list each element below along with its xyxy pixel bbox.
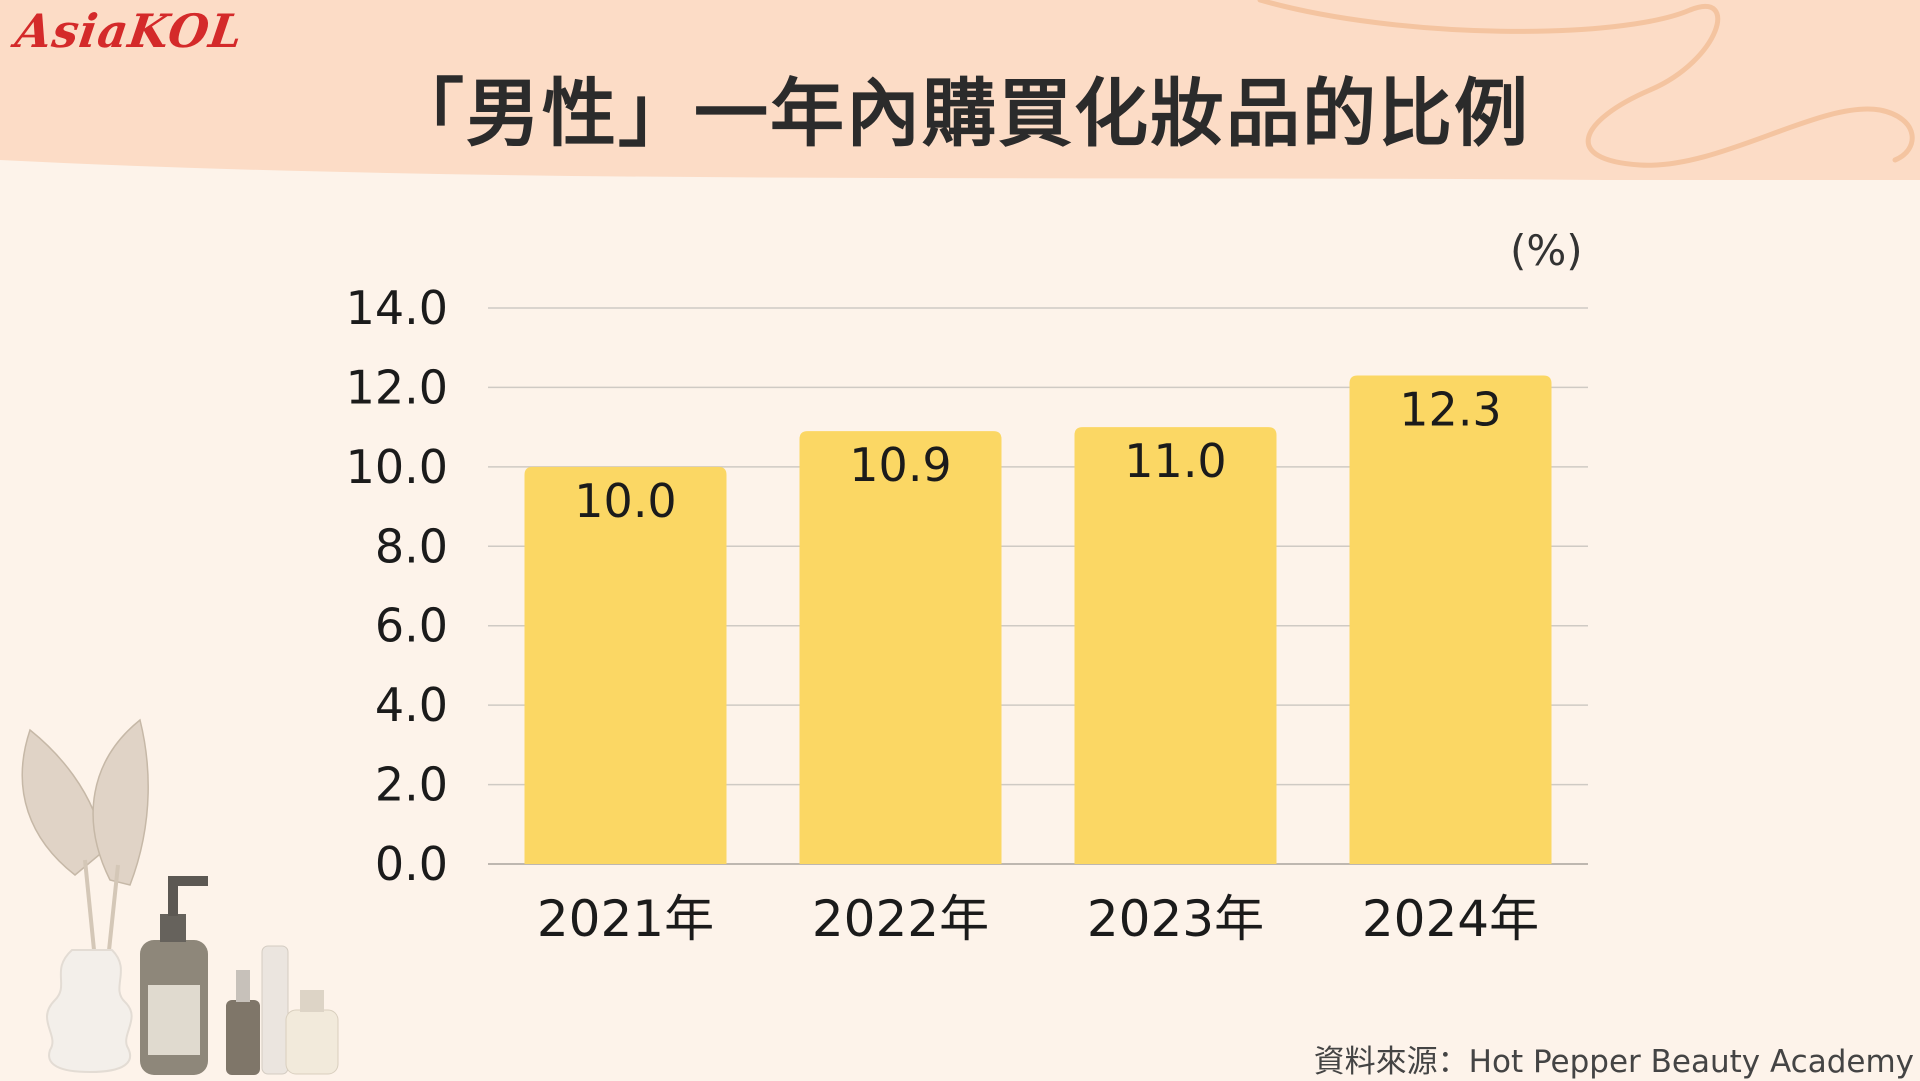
bar [1349, 375, 1552, 864]
unit-label: (%) [1510, 226, 1583, 275]
bar [524, 466, 727, 864]
y-tick-label: 6.0 [375, 599, 448, 653]
bar [1074, 427, 1277, 864]
bar-value-label: 11.0 [1124, 434, 1226, 488]
chart-title: 「男性」一年內購買化妝品的比例 [390, 71, 1530, 157]
bar [799, 431, 1002, 864]
bar-value-label: 12.3 [1399, 383, 1501, 437]
y-tick-label: 14.0 [346, 281, 448, 335]
x-category-label: 2021年 [537, 890, 714, 948]
perfume-bottle [285, 1009, 339, 1075]
x-category-label: 2023年 [1087, 890, 1264, 948]
x-category-label: 2024年 [1362, 890, 1539, 948]
source-note: 資料來源：Hot Pepper Beauty Academy [1313, 1044, 1914, 1080]
y-tick-label: 10.0 [346, 440, 448, 494]
y-tick-label: 4.0 [375, 678, 448, 732]
bar-value-label: 10.9 [849, 438, 951, 492]
cosmetics-decoration-image [21, 718, 339, 1075]
dried-palm-leaves [21, 718, 149, 886]
vase [46, 949, 133, 1074]
serum-bottle [226, 1000, 260, 1075]
y-tick-label: 12.0 [346, 360, 448, 414]
y-tick-label: 2.0 [375, 758, 448, 812]
slim-bottle [261, 945, 289, 1075]
x-category-label: 2022年 [812, 890, 989, 948]
bar-value-label: 10.0 [574, 474, 676, 528]
y-tick-label: 8.0 [375, 519, 448, 573]
y-tick-label: 0.0 [375, 837, 448, 891]
